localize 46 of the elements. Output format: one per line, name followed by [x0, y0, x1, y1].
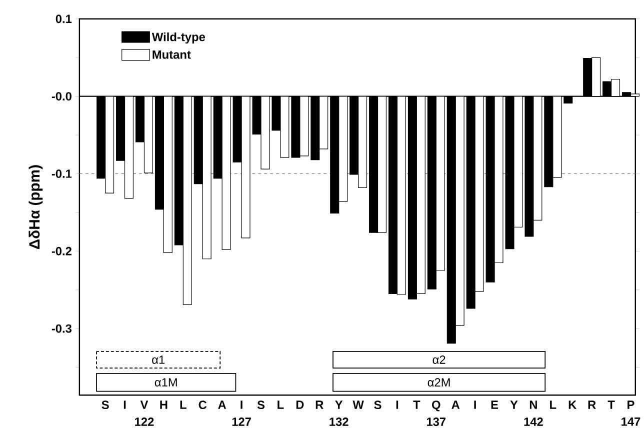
x-tick-label: Q	[432, 400, 440, 412]
x-tick-label: L	[180, 400, 186, 409]
annotation: α1M	[154, 378, 177, 387]
x-tick-label: D	[296, 400, 304, 409]
x-tick-label: W	[352, 400, 364, 409]
x-tick-label: I	[124, 400, 126, 409]
x-tick-label: N	[530, 400, 537, 409]
x-tick-label: E	[491, 400, 498, 409]
x-tick-label: R	[588, 400, 596, 409]
x-tick-label: L	[550, 400, 556, 409]
y-tick-label: -0.0	[52, 92, 72, 101]
annotation: α1	[152, 356, 165, 364]
y-tick-label: -0.3	[52, 324, 72, 333]
x-tick-label: L	[278, 400, 284, 409]
legend-label: Mutant	[152, 50, 191, 59]
x-tick-label: I	[396, 400, 398, 409]
x-tick-label: P	[628, 400, 634, 409]
y-tick-label: -0.1	[52, 170, 72, 178]
x-tick-label: A	[452, 400, 460, 409]
x-tick-label: H	[160, 400, 168, 409]
x-tick-label: R	[316, 400, 324, 409]
y-tick-label: -0.2	[52, 246, 72, 256]
text: 122	[135, 418, 154, 426]
text: 142	[524, 418, 543, 426]
text: 137	[426, 418, 446, 426]
text: 132	[330, 418, 348, 426]
x-tick-label: S	[374, 400, 382, 410]
y-tick-label: 0.1	[56, 14, 72, 24]
x-tick-label: K	[568, 400, 577, 409]
text: 127	[232, 418, 251, 426]
annotation: α2M	[428, 378, 450, 387]
legend-label: Wild-type	[152, 32, 206, 44]
x-tick-label: S	[257, 400, 264, 410]
x-tick-label: T	[413, 400, 420, 409]
text: 147	[622, 418, 640, 426]
x-tick-label: S	[102, 400, 109, 410]
x-tick-label: Y	[510, 400, 518, 409]
x-tick-label: T	[608, 400, 615, 409]
x-tick-label: A	[218, 400, 226, 409]
y-axis-title: ΔδHα (ppm)	[28, 165, 43, 250]
x-tick-label: Y	[335, 400, 343, 409]
x-tick-label: C	[198, 400, 207, 410]
x-tick-label: V	[140, 400, 148, 409]
annotation: α2	[432, 356, 446, 364]
x-tick-label: I	[474, 400, 476, 409]
x-tick-label: I	[240, 400, 242, 409]
